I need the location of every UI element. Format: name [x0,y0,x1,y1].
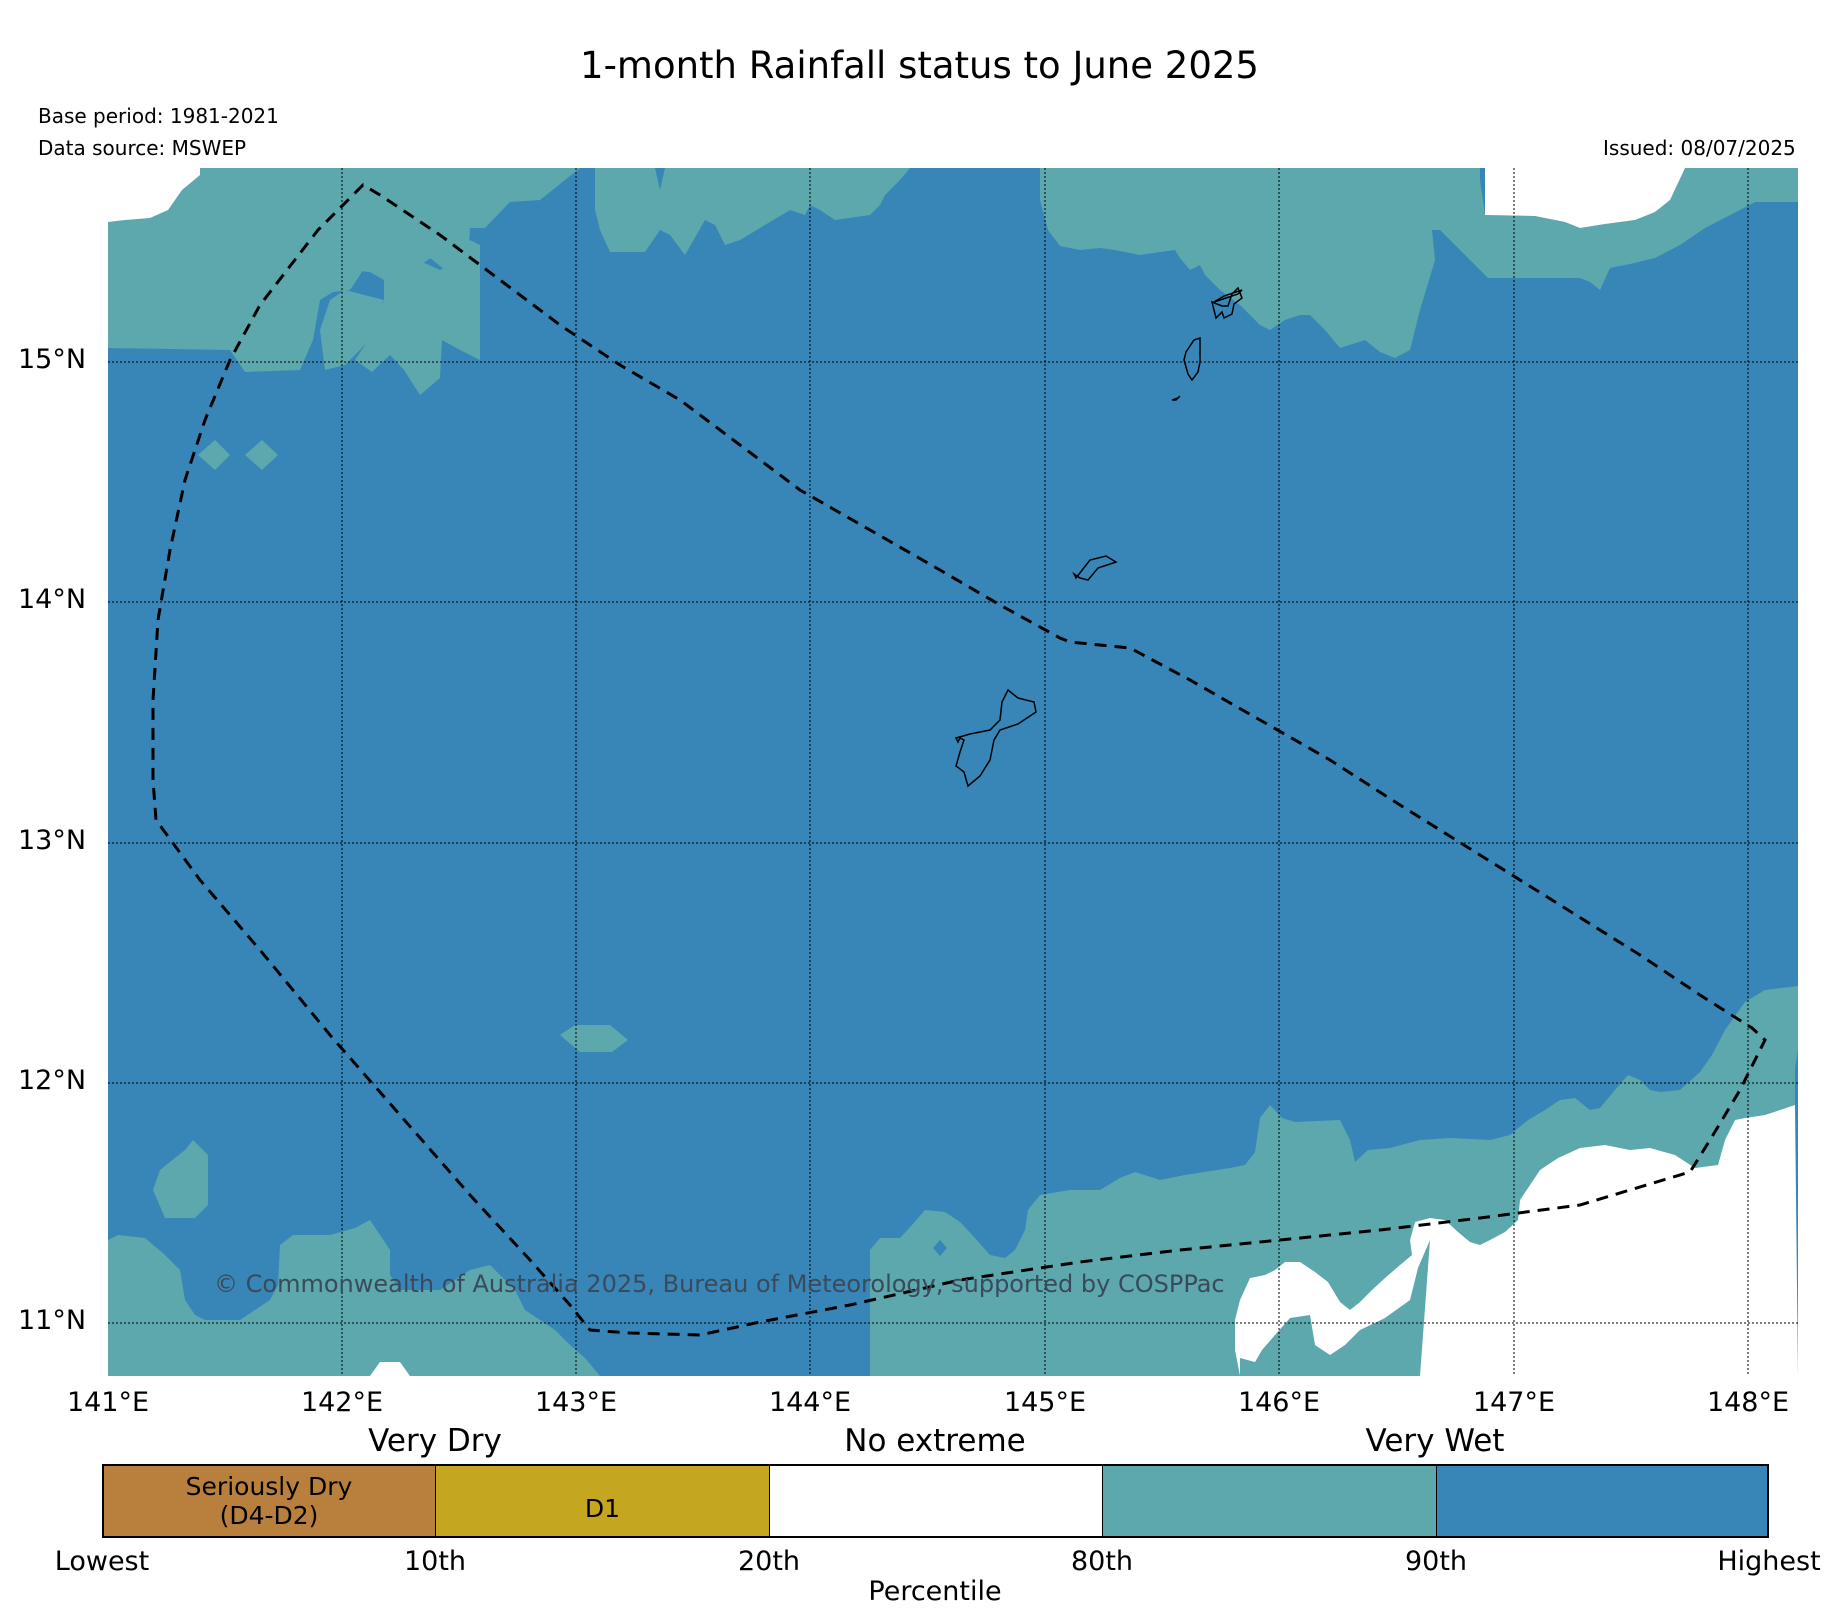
legend-box-seriously-dry-line2: (D4-D2) [219,1501,319,1530]
lon-label-145e: 145°E [1003,1387,1087,1418]
no-extreme-area-northwest [108,168,200,222]
legend-heading-no-extreme: No extreme [844,1423,1026,1459]
legend-tick-highest: Highest [1717,1546,1821,1577]
saipan-island [1210,286,1243,320]
legend-tick-20th: 20th [737,1546,801,1577]
tinian-island [1183,336,1201,382]
lat-label-12n: 12°N [18,1065,87,1096]
wet-spot-3 [560,1025,628,1052]
wet-area-southeast [870,986,1798,1376]
map-title: 1-month Rainfall status to June 2025 [580,44,1259,87]
lon-label-144e: 144°E [768,1387,852,1418]
no-extreme-area-north [1485,168,1685,228]
legend-box-d1-label: D1 [584,1493,621,1523]
lon-label-141e: 141°E [66,1387,150,1418]
guam-island [954,688,1037,788]
legend-box-d1: D1 [435,1465,769,1537]
lon-label-147e: 147°E [1472,1387,1556,1418]
no-extreme-area-south [1235,1105,1798,1376]
lat-label-14n: 14°N [18,584,87,615]
wet-area-northwest-3 [340,222,480,395]
wet-spot-1 [198,440,230,470]
eez-boundary [151,183,1767,1337]
wet-area-south [108,1220,600,1376]
no-extreme-spot-south [370,1362,410,1376]
lat-label-13n: 13°N [18,825,87,856]
legend-tick-80th: 80th [1070,1546,1134,1577]
lat-label-15n: 15°N [18,344,87,375]
lon-label-146e: 146°E [1237,1387,1321,1418]
lon-label-143e: 143°E [534,1387,618,1418]
legend-axis-title: Percentile [868,1576,1002,1607]
legend-heading-very-wet: Very Wet [1365,1423,1505,1459]
issued-date-text: Issued: 08/07/2025 [1603,136,1796,160]
rota-island [1072,555,1118,581]
copyright-text: © Commonwealth of Australia 2025, Bureau… [214,1270,1225,1298]
legend-tick-lowest: Lowest [54,1546,150,1577]
legend-tick-90th: 90th [1404,1546,1468,1577]
very-wet-spot-south [933,1240,947,1256]
lat-label-11n: 11°N [18,1305,87,1336]
graticule [108,168,1798,1376]
legend-box-very-wet [1436,1465,1769,1537]
wet-area-northeast [1040,168,1798,358]
aguijan-island [1171,395,1181,401]
legend-box-wet [1102,1465,1436,1537]
wet-area-northwest-2 [325,170,470,270]
base-period-text: Base period: 1981-2021 [38,104,279,128]
wet-area-south-edge [1240,1240,1430,1376]
legend-box-seriously-dry: Seriously Dry (D4-D2) [102,1465,435,1537]
wet-area-west [153,1140,208,1218]
data-source-text: Data source: MSWEP [38,136,247,160]
legend-heading-very-dry: Very Dry [368,1423,502,1459]
legend-box-no-extreme [769,1465,1102,1537]
wet-spot-2 [245,440,278,470]
lon-label-148e: 148°E [1706,1387,1790,1418]
legend-box-seriously-dry-line1: Seriously Dry [185,1472,353,1501]
legend-tick-10th: 10th [403,1546,467,1577]
wet-area-north-central [595,168,910,255]
lon-label-142e: 142°E [300,1387,384,1418]
